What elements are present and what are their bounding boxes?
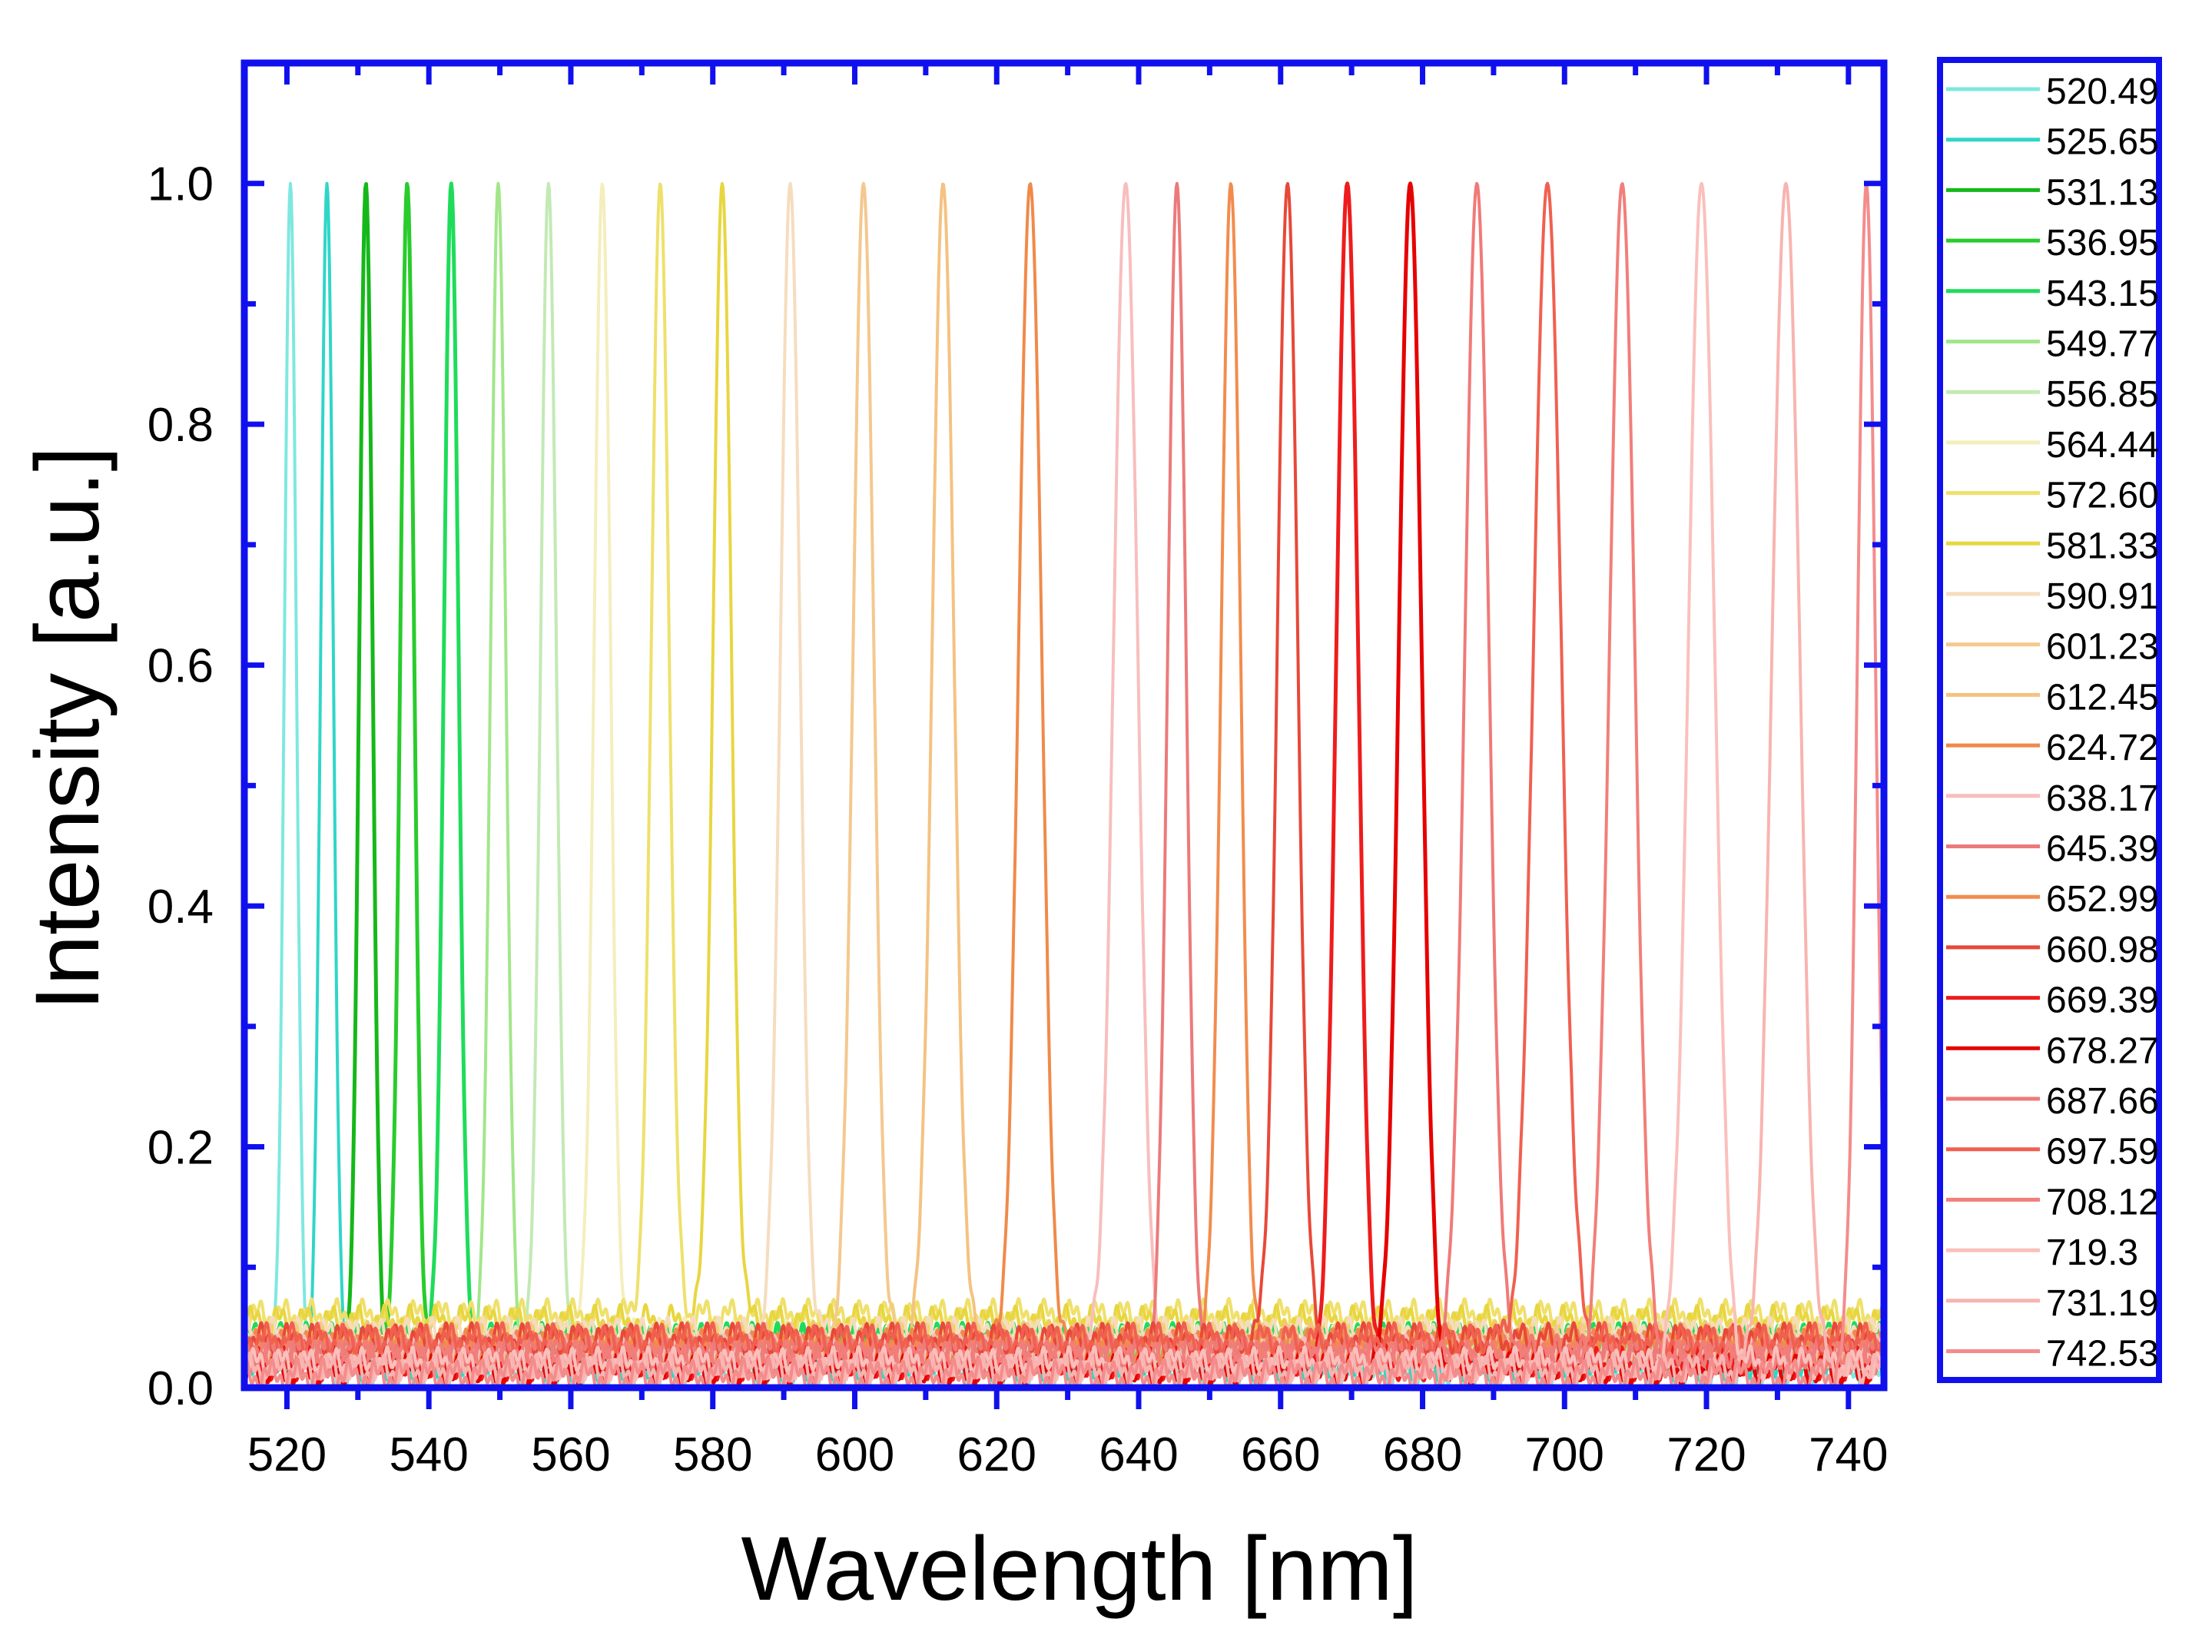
x-axis-title: Wavelength [nm]: [741, 1518, 1418, 1620]
legend-label: 687.66: [2046, 1081, 2159, 1122]
legend-label: 669.39: [2046, 980, 2159, 1021]
legend-label: 564.44: [2046, 425, 2159, 466]
legend-label: 572.60: [2046, 476, 2159, 516]
y-tick-label: 0.4: [148, 881, 214, 934]
legend-label: 520.49: [2046, 71, 2159, 112]
legend-label: 581.33: [2046, 526, 2159, 566]
x-tick-label: 540: [389, 1428, 468, 1481]
legend-label: 624.72: [2046, 728, 2159, 768]
y-tick-label: 1.0: [148, 158, 214, 211]
legend-label: 525.65: [2046, 122, 2159, 163]
legend-label: 612.45: [2046, 677, 2159, 718]
legend-label: 638.17: [2046, 778, 2159, 819]
x-tick-label: 680: [1383, 1428, 1462, 1481]
y-tick-label: 0.2: [148, 1122, 214, 1175]
legend-label: 697.59: [2046, 1132, 2159, 1173]
x-tick-label: 660: [1241, 1428, 1320, 1481]
y-tick-label: 0.6: [148, 640, 214, 693]
series-layer: [242, 181, 1886, 1389]
y-tick-label: 0.0: [148, 1362, 214, 1415]
x-tick-label: 520: [247, 1428, 327, 1481]
x-tick-label: 740: [1809, 1428, 1888, 1481]
x-tick-label: 700: [1525, 1428, 1604, 1481]
series-line-697-59: [243, 181, 1885, 1358]
plot-frame: [240, 59, 1888, 1392]
legend-label: 549.77: [2046, 324, 2159, 365]
legend-label: 543.15: [2046, 274, 2159, 314]
legend-label: 536.95: [2046, 223, 2159, 264]
y-tick-label: 0.8: [148, 399, 214, 452]
axes-layer: 0.0 0.2 0.4 0.6 0.8 1.0 520 540 560 580 600 620 640 6…: [148, 59, 1889, 1481]
series-line-742-53: [243, 182, 1885, 1389]
x-tick-label: 560: [531, 1428, 610, 1481]
legend-label: 645.39: [2046, 829, 2159, 870]
legend-label: 601.23: [2046, 627, 2159, 668]
x-tick-label: 600: [815, 1428, 894, 1481]
legend-label: 708.12: [2046, 1182, 2159, 1222]
legend-box: [1937, 57, 2162, 1383]
legend-layer: 520.49 525.65 531.13 536.95 543.15 549.77 556.…: [1937, 57, 2162, 1383]
legend-label: 719.3: [2046, 1232, 2138, 1273]
legend-label: 660.98: [2046, 930, 2159, 970]
legend-label: 678.27: [2046, 1030, 2159, 1071]
legend-label: 731.19: [2046, 1283, 2159, 1324]
x-tick-label: 720: [1666, 1428, 1746, 1481]
x-tick-label: 580: [673, 1428, 752, 1481]
legend-label: 556.85: [2046, 374, 2159, 415]
legend-label: 590.91: [2046, 576, 2159, 617]
legend-label: 652.99: [2046, 879, 2159, 920]
legend-label: 742.53: [2046, 1334, 2159, 1375]
x-tick-label: 620: [957, 1428, 1036, 1481]
legend-label: 531.13: [2046, 172, 2159, 213]
y-axis-title: Intensity [a.u.]: [17, 446, 118, 1011]
x-tick-label: 640: [1099, 1428, 1178, 1481]
